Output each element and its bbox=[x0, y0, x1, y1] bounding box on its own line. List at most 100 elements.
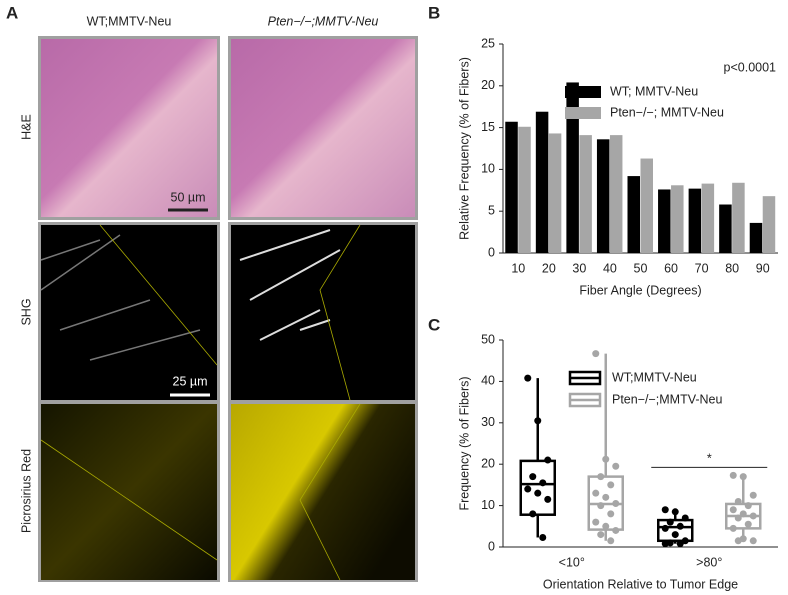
data-point bbox=[661, 524, 669, 532]
significance: * bbox=[707, 452, 712, 466]
data-point bbox=[671, 531, 679, 539]
y-tick-label: 15 bbox=[481, 120, 495, 134]
image-fibers bbox=[239, 229, 341, 341]
y-tick-label: 50 bbox=[481, 332, 495, 346]
y-tick-label: 30 bbox=[481, 415, 495, 429]
tumor-edge bbox=[99, 224, 218, 366]
bar bbox=[671, 185, 684, 253]
data-point bbox=[597, 502, 605, 510]
image-shg bbox=[41, 225, 217, 400]
data-point bbox=[544, 456, 552, 464]
panel-a: A WT;MMTV-Neu Pten−/−;MMTV-Neu H&E SHG P… bbox=[6, 3, 418, 582]
annotation: p<0.0001 bbox=[724, 60, 777, 74]
data-point bbox=[544, 495, 552, 503]
data-point bbox=[729, 471, 737, 479]
y-tick-label: 10 bbox=[481, 162, 495, 176]
data-point bbox=[602, 522, 610, 530]
data-point bbox=[744, 502, 752, 510]
data-point bbox=[534, 417, 542, 425]
data-point bbox=[534, 489, 542, 497]
data-point bbox=[739, 473, 747, 481]
data-point bbox=[592, 350, 600, 358]
bar bbox=[719, 204, 732, 253]
data-point bbox=[666, 518, 674, 526]
data-point bbox=[524, 374, 532, 382]
scale-bar-label: 50 µm bbox=[171, 190, 206, 204]
data-point bbox=[729, 506, 737, 514]
legend-swatch bbox=[565, 86, 601, 98]
x-axis-label: Orientation Relative to Tumor Edge bbox=[543, 577, 738, 591]
data-point bbox=[607, 537, 615, 545]
data-point bbox=[744, 520, 752, 528]
tumor-edge bbox=[299, 403, 361, 581]
x-tick-label: <10° bbox=[559, 555, 585, 569]
image-pr bbox=[41, 404, 217, 580]
data-point bbox=[612, 462, 620, 470]
data-point bbox=[539, 479, 547, 487]
data-point bbox=[734, 497, 742, 505]
bar bbox=[609, 135, 623, 253]
bar bbox=[749, 222, 763, 253]
data-point bbox=[612, 526, 620, 534]
data-point bbox=[524, 485, 532, 493]
panel-label: A bbox=[6, 3, 18, 22]
data-point bbox=[597, 473, 605, 481]
data-point bbox=[592, 518, 600, 526]
data-point bbox=[749, 491, 757, 499]
data-point bbox=[671, 508, 679, 516]
y-tick-label: 5 bbox=[488, 203, 495, 217]
column-label: WT;MMTV-Neu bbox=[87, 14, 172, 28]
y-tick-label: 25 bbox=[481, 36, 495, 50]
panel-label: C bbox=[428, 315, 440, 334]
bar bbox=[732, 182, 745, 253]
y-tick-label: 0 bbox=[488, 245, 495, 259]
x-tick-label: 80 bbox=[725, 261, 739, 275]
bar bbox=[627, 176, 640, 253]
data-point bbox=[676, 522, 684, 530]
x-tick-label: 90 bbox=[756, 261, 770, 275]
scale-bar-label: 25 µm bbox=[173, 374, 208, 388]
x-tick-label: >80° bbox=[696, 555, 722, 569]
data-point bbox=[529, 473, 537, 481]
legend-label: Pten−/−; MMTV-Neu bbox=[610, 105, 724, 119]
bar bbox=[505, 121, 518, 253]
image-shg bbox=[231, 225, 415, 400]
data-point bbox=[661, 540, 669, 548]
tumor-edge bbox=[319, 224, 361, 401]
data-point bbox=[734, 537, 742, 545]
data-point bbox=[539, 533, 547, 541]
data-point bbox=[602, 455, 610, 463]
data-point bbox=[592, 489, 600, 497]
legend-swatch bbox=[565, 107, 601, 119]
data-point bbox=[607, 510, 615, 518]
panel-label: B bbox=[428, 3, 440, 22]
image-fibers bbox=[40, 234, 201, 361]
y-tick-label: 0 bbox=[488, 539, 495, 553]
data-point bbox=[749, 537, 757, 545]
image-pr bbox=[231, 404, 415, 580]
bar bbox=[579, 135, 592, 253]
bar bbox=[688, 188, 702, 253]
bar bbox=[640, 158, 653, 253]
bar bbox=[535, 111, 549, 253]
column-label: Pten−/−;MMTV-Neu bbox=[268, 14, 379, 28]
x-tick-label: 40 bbox=[603, 261, 617, 275]
data-point bbox=[749, 512, 757, 520]
x-tick-label: 30 bbox=[572, 261, 586, 275]
y-tick-label: 10 bbox=[481, 498, 495, 512]
data-point bbox=[729, 524, 737, 532]
legend-label: Pten−/−;MMTV-Neu bbox=[612, 392, 723, 406]
data-point bbox=[676, 540, 684, 548]
tumor-edge bbox=[40, 439, 218, 561]
image-he bbox=[231, 39, 415, 217]
y-tick-label: 20 bbox=[481, 78, 495, 92]
data-point bbox=[597, 531, 605, 539]
x-tick-label: 10 bbox=[511, 261, 525, 275]
y-axis-label: Relative Frequency (% of Fibers) bbox=[457, 57, 471, 240]
data-point bbox=[607, 481, 615, 489]
row-label: H&E bbox=[19, 114, 33, 140]
x-axis-label: Fiber Angle (Degrees) bbox=[579, 283, 701, 297]
x-tick-label: 70 bbox=[695, 261, 709, 275]
